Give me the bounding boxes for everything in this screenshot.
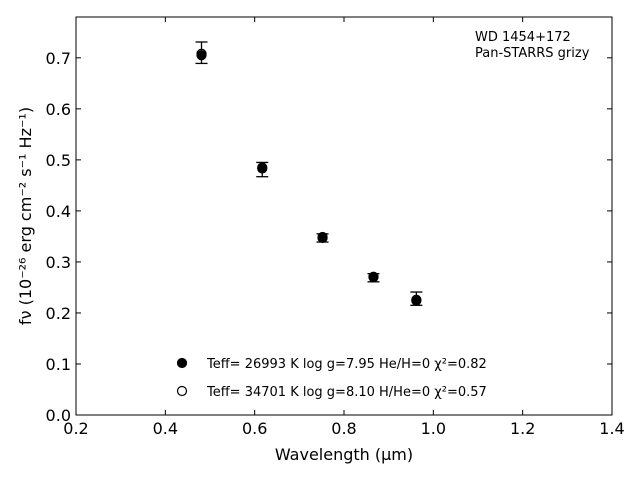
annotation-line-0: WD 1454+172: [475, 30, 571, 45]
model-point-open: [317, 232, 328, 244]
y-tick-label: 0.1: [46, 355, 71, 374]
y-tick-label: 0.5: [46, 151, 71, 170]
y-tick-label: 0.2: [46, 304, 71, 323]
legend-label: Teff= 34701 K log g=8.10 H/He=0 χ²=0.57: [206, 385, 487, 400]
y-tick-label: 0.7: [46, 49, 71, 68]
x-tick-label: 1.4: [599, 419, 624, 438]
x-tick-label: 0.4: [153, 419, 178, 438]
x-tick-label: 0.2: [63, 419, 88, 438]
legend-label: Teff= 26993 K log g=7.95 He/H=0 χ²=0.82: [206, 357, 487, 372]
model-point-open: [196, 48, 207, 59]
y-tick-label: 0.0: [46, 406, 71, 425]
model-point-open: [368, 272, 379, 283]
y-tick-label: 0.6: [46, 100, 71, 119]
plot-frame: [75, 16, 613, 416]
model-point-open: [257, 163, 268, 174]
annotation-line-1: Pan-STARRS grizy: [475, 46, 590, 61]
legend-marker: [176, 357, 188, 369]
x-tick-label: 0.8: [331, 419, 356, 438]
y-tick-label: 0.3: [46, 253, 71, 272]
x-tick-label: 0.6: [242, 419, 267, 438]
x-tick-label: 1.0: [421, 419, 446, 438]
y-axis-label: fν (10⁻²⁶ erg cm⁻² s⁻¹ Hz⁻¹): [16, 107, 35, 325]
legend-marker: [176, 385, 188, 397]
x-axis-label: Wavelength (μm): [275, 445, 413, 464]
model-point-open: [411, 294, 422, 305]
y-tick-label: 0.4: [46, 202, 71, 221]
x-tick-label: 1.2: [510, 419, 535, 438]
